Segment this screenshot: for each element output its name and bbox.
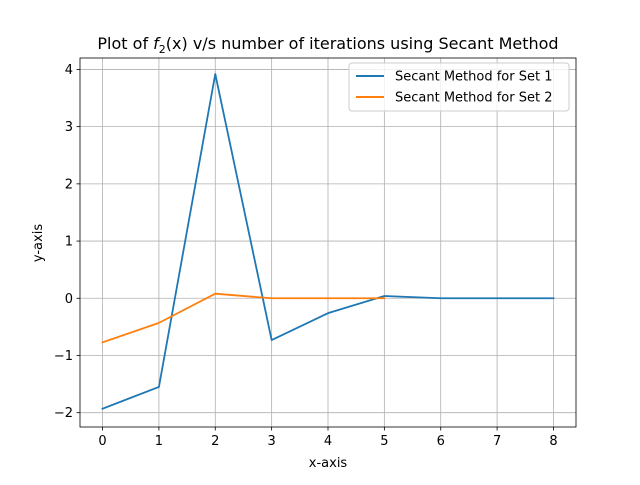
x-tick-label: 3 xyxy=(267,434,275,449)
legend-label-set-2: Secant Method for Set 2 xyxy=(395,91,552,106)
series-line-set-1 xyxy=(101,73,555,410)
y-tick-label: 3 xyxy=(65,120,73,135)
legend: Secant Method for Set 1 Secant Method fo… xyxy=(348,62,570,112)
y-axis-label: y-axis xyxy=(31,224,46,262)
x-tick-label: 2 xyxy=(211,434,219,449)
y-tick-label: −1 xyxy=(54,349,73,364)
series-line-set-2 xyxy=(101,292,386,344)
x-tick-label: 1 xyxy=(155,434,163,449)
legend-box xyxy=(348,62,570,112)
x-tick-label: 0 xyxy=(98,434,106,449)
legend-label-set-1: Secant Method for Set 1 xyxy=(395,70,552,85)
y-tick-label: 1 xyxy=(65,235,73,250)
x-tick-label: 7 xyxy=(493,434,501,449)
chart-title-subscript: 2 xyxy=(159,43,166,56)
y-tick-label: 0 xyxy=(65,292,73,307)
y-tick-label: 4 xyxy=(65,63,73,78)
chart-title-prefix: Plot of xyxy=(97,34,153,53)
chart-title: Plot of f2(x) v/s number of iterations u… xyxy=(97,34,558,56)
chart-title-function: f xyxy=(153,34,161,53)
y-tick-label: −2 xyxy=(54,406,73,421)
grid xyxy=(80,58,576,427)
x-tick-label: 5 xyxy=(380,434,388,449)
ticks: 0 1 2 3 4 5 6 7 8 −2 −1 0 1 2 3 4 xyxy=(54,63,558,449)
x-tick-label: 8 xyxy=(549,434,557,449)
x-axis-label: x-axis xyxy=(309,456,348,471)
series-layer xyxy=(101,73,555,410)
x-tick-label: 4 xyxy=(324,434,332,449)
y-tick-label: 2 xyxy=(65,177,73,192)
chart-title-suffix: (x) v/s number of iterations using Secan… xyxy=(166,34,559,53)
x-tick-label: 6 xyxy=(437,434,445,449)
